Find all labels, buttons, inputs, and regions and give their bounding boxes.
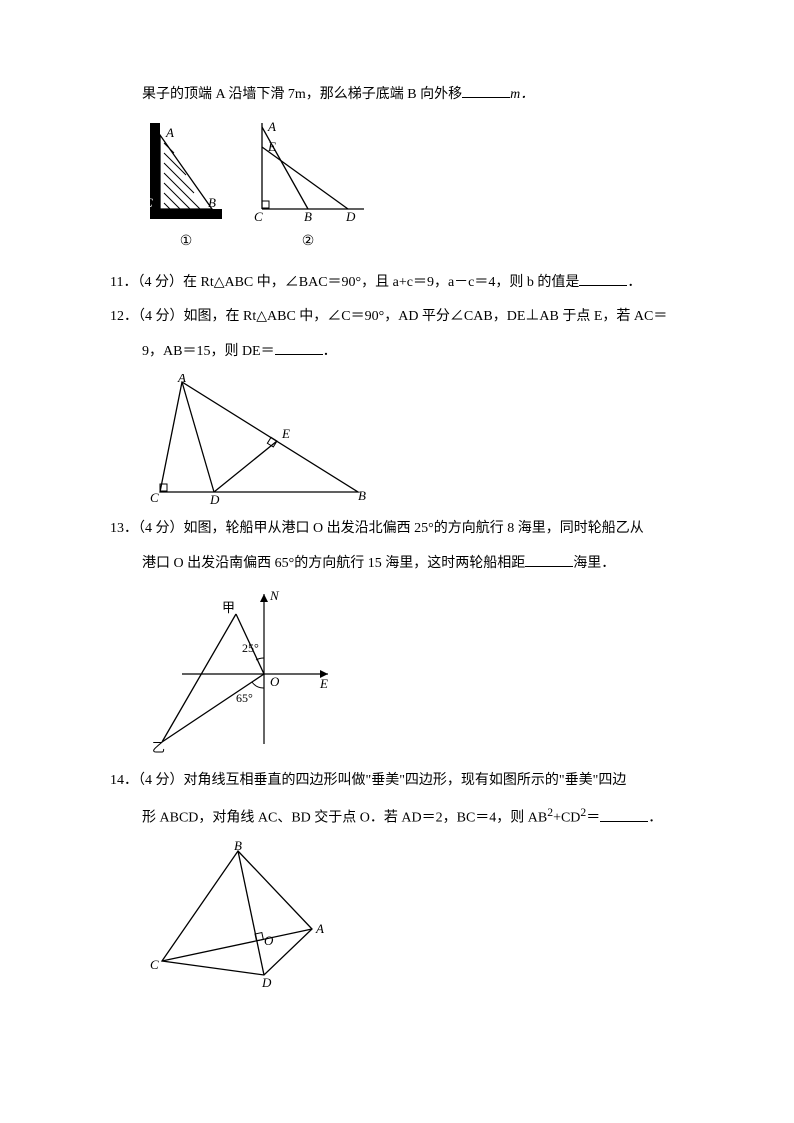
q14-line2a: 形 ABCD，对角线 AC、BD 交于点 O．若 AD＝2，BC＝4，则 AB xyxy=(142,811,547,826)
q14-end: ． xyxy=(648,811,662,826)
svg-text:A: A xyxy=(267,119,276,134)
svg-text:B: B xyxy=(208,195,216,210)
q14-fig-svg: B A D C O xyxy=(142,841,332,991)
svg-text:O: O xyxy=(270,674,280,689)
svg-text:C: C xyxy=(150,957,159,972)
q13-unit: 海里． xyxy=(573,556,615,571)
q10-fig1-label: ① xyxy=(142,227,230,258)
q10-unit: m． xyxy=(510,87,534,102)
q13-line2-wrap: 港口 O 出发沿南偏西 65°的方向航行 15 海里，这时两轮船相距 海里． xyxy=(110,549,684,580)
svg-text:甲: 甲 xyxy=(222,600,235,615)
svg-text:乙: 乙 xyxy=(152,740,165,755)
q11-main: 11．（4 分）在 Rt△ABC 中，∠BAC＝90°，且 a+c＝9，a－c＝… xyxy=(110,275,579,290)
q12-blank xyxy=(275,341,323,355)
svg-text:65°: 65° xyxy=(236,691,253,705)
svg-text:B: B xyxy=(358,488,366,503)
q13-blank xyxy=(525,553,573,567)
svg-text:D: D xyxy=(261,975,272,990)
svg-text:B: B xyxy=(234,841,242,853)
svg-text:C: C xyxy=(150,490,159,504)
svg-text:A: A xyxy=(315,921,324,936)
q14-line1: 14．（4 分）对角线互相垂直的四边形叫做"垂美"四边形，现有如图所示的"垂美"… xyxy=(110,766,684,797)
q11-text: 11．（4 分）在 Rt△ABC 中，∠BAC＝90°，且 a+c＝9，a－c＝… xyxy=(110,268,684,299)
svg-text:E: E xyxy=(267,139,276,154)
svg-text:25°: 25° xyxy=(242,641,259,655)
q12-end: ． xyxy=(323,344,337,359)
svg-text:N: N xyxy=(269,588,280,603)
q12-fig-svg: A B C D E xyxy=(142,374,372,504)
q13-figure: N E O 甲 乙 25° 65° xyxy=(142,586,684,756)
q10-blank xyxy=(462,84,510,98)
svg-text:O: O xyxy=(264,933,274,948)
svg-text:E: E xyxy=(281,426,290,441)
q10-figure: A C B ① A E C B D ② xyxy=(142,117,684,258)
svg-text:C: C xyxy=(254,209,263,224)
q10-text: 果子的顶端 A 沿墙下滑 7m，那么梯子底端 B 向外移 m． xyxy=(110,80,684,111)
q11-end: ． xyxy=(627,275,641,290)
q14-line2b: +CD xyxy=(553,811,580,826)
q13-line1: 13．（4 分）如图，轮船甲从港口 O 出发沿北偏西 25°的方向航行 8 海里… xyxy=(110,514,684,545)
q13-line2: 港口 O 出发沿南偏西 65°的方向航行 15 海里，这时两轮船相距 xyxy=(142,556,525,571)
svg-text:D: D xyxy=(345,209,356,224)
svg-text:B: B xyxy=(304,209,312,224)
q12-figure: A B C D E xyxy=(142,374,684,504)
q14-line2-wrap: 形 ABCD，对角线 AC、BD 交于点 O．若 AD＝2，BC＝4，则 AB2… xyxy=(110,800,684,834)
svg-text:A: A xyxy=(165,125,174,140)
q14-line2c: ＝ xyxy=(586,811,600,826)
q10-cont: 果子的顶端 A 沿墙下滑 7m，那么梯子底端 B 向外移 xyxy=(142,87,462,102)
svg-text:A: A xyxy=(177,374,186,385)
q14-blank xyxy=(600,808,648,822)
q14-figure: B A D C O xyxy=(142,841,684,991)
q10-fig1-svg: A C B xyxy=(142,117,230,227)
q12-line2: 9，AB＝15，则 DE＝ xyxy=(142,344,275,359)
svg-text:E: E xyxy=(319,676,328,691)
q13-fig-svg: N E O 甲 乙 25° 65° xyxy=(142,586,342,756)
q11-blank xyxy=(579,272,627,286)
svg-text:D: D xyxy=(209,492,220,504)
q10-fig2-svg: A E C B D xyxy=(248,117,368,227)
q12-line1: 12．（4 分）如图，在 Rt△ABC 中，∠C＝90°，AD 平分∠CAB，D… xyxy=(110,302,684,333)
svg-text:C: C xyxy=(144,195,153,210)
q10-fig2-label: ② xyxy=(248,227,368,258)
q12-line2-wrap: 9，AB＝15，则 DE＝ ． xyxy=(110,337,684,368)
